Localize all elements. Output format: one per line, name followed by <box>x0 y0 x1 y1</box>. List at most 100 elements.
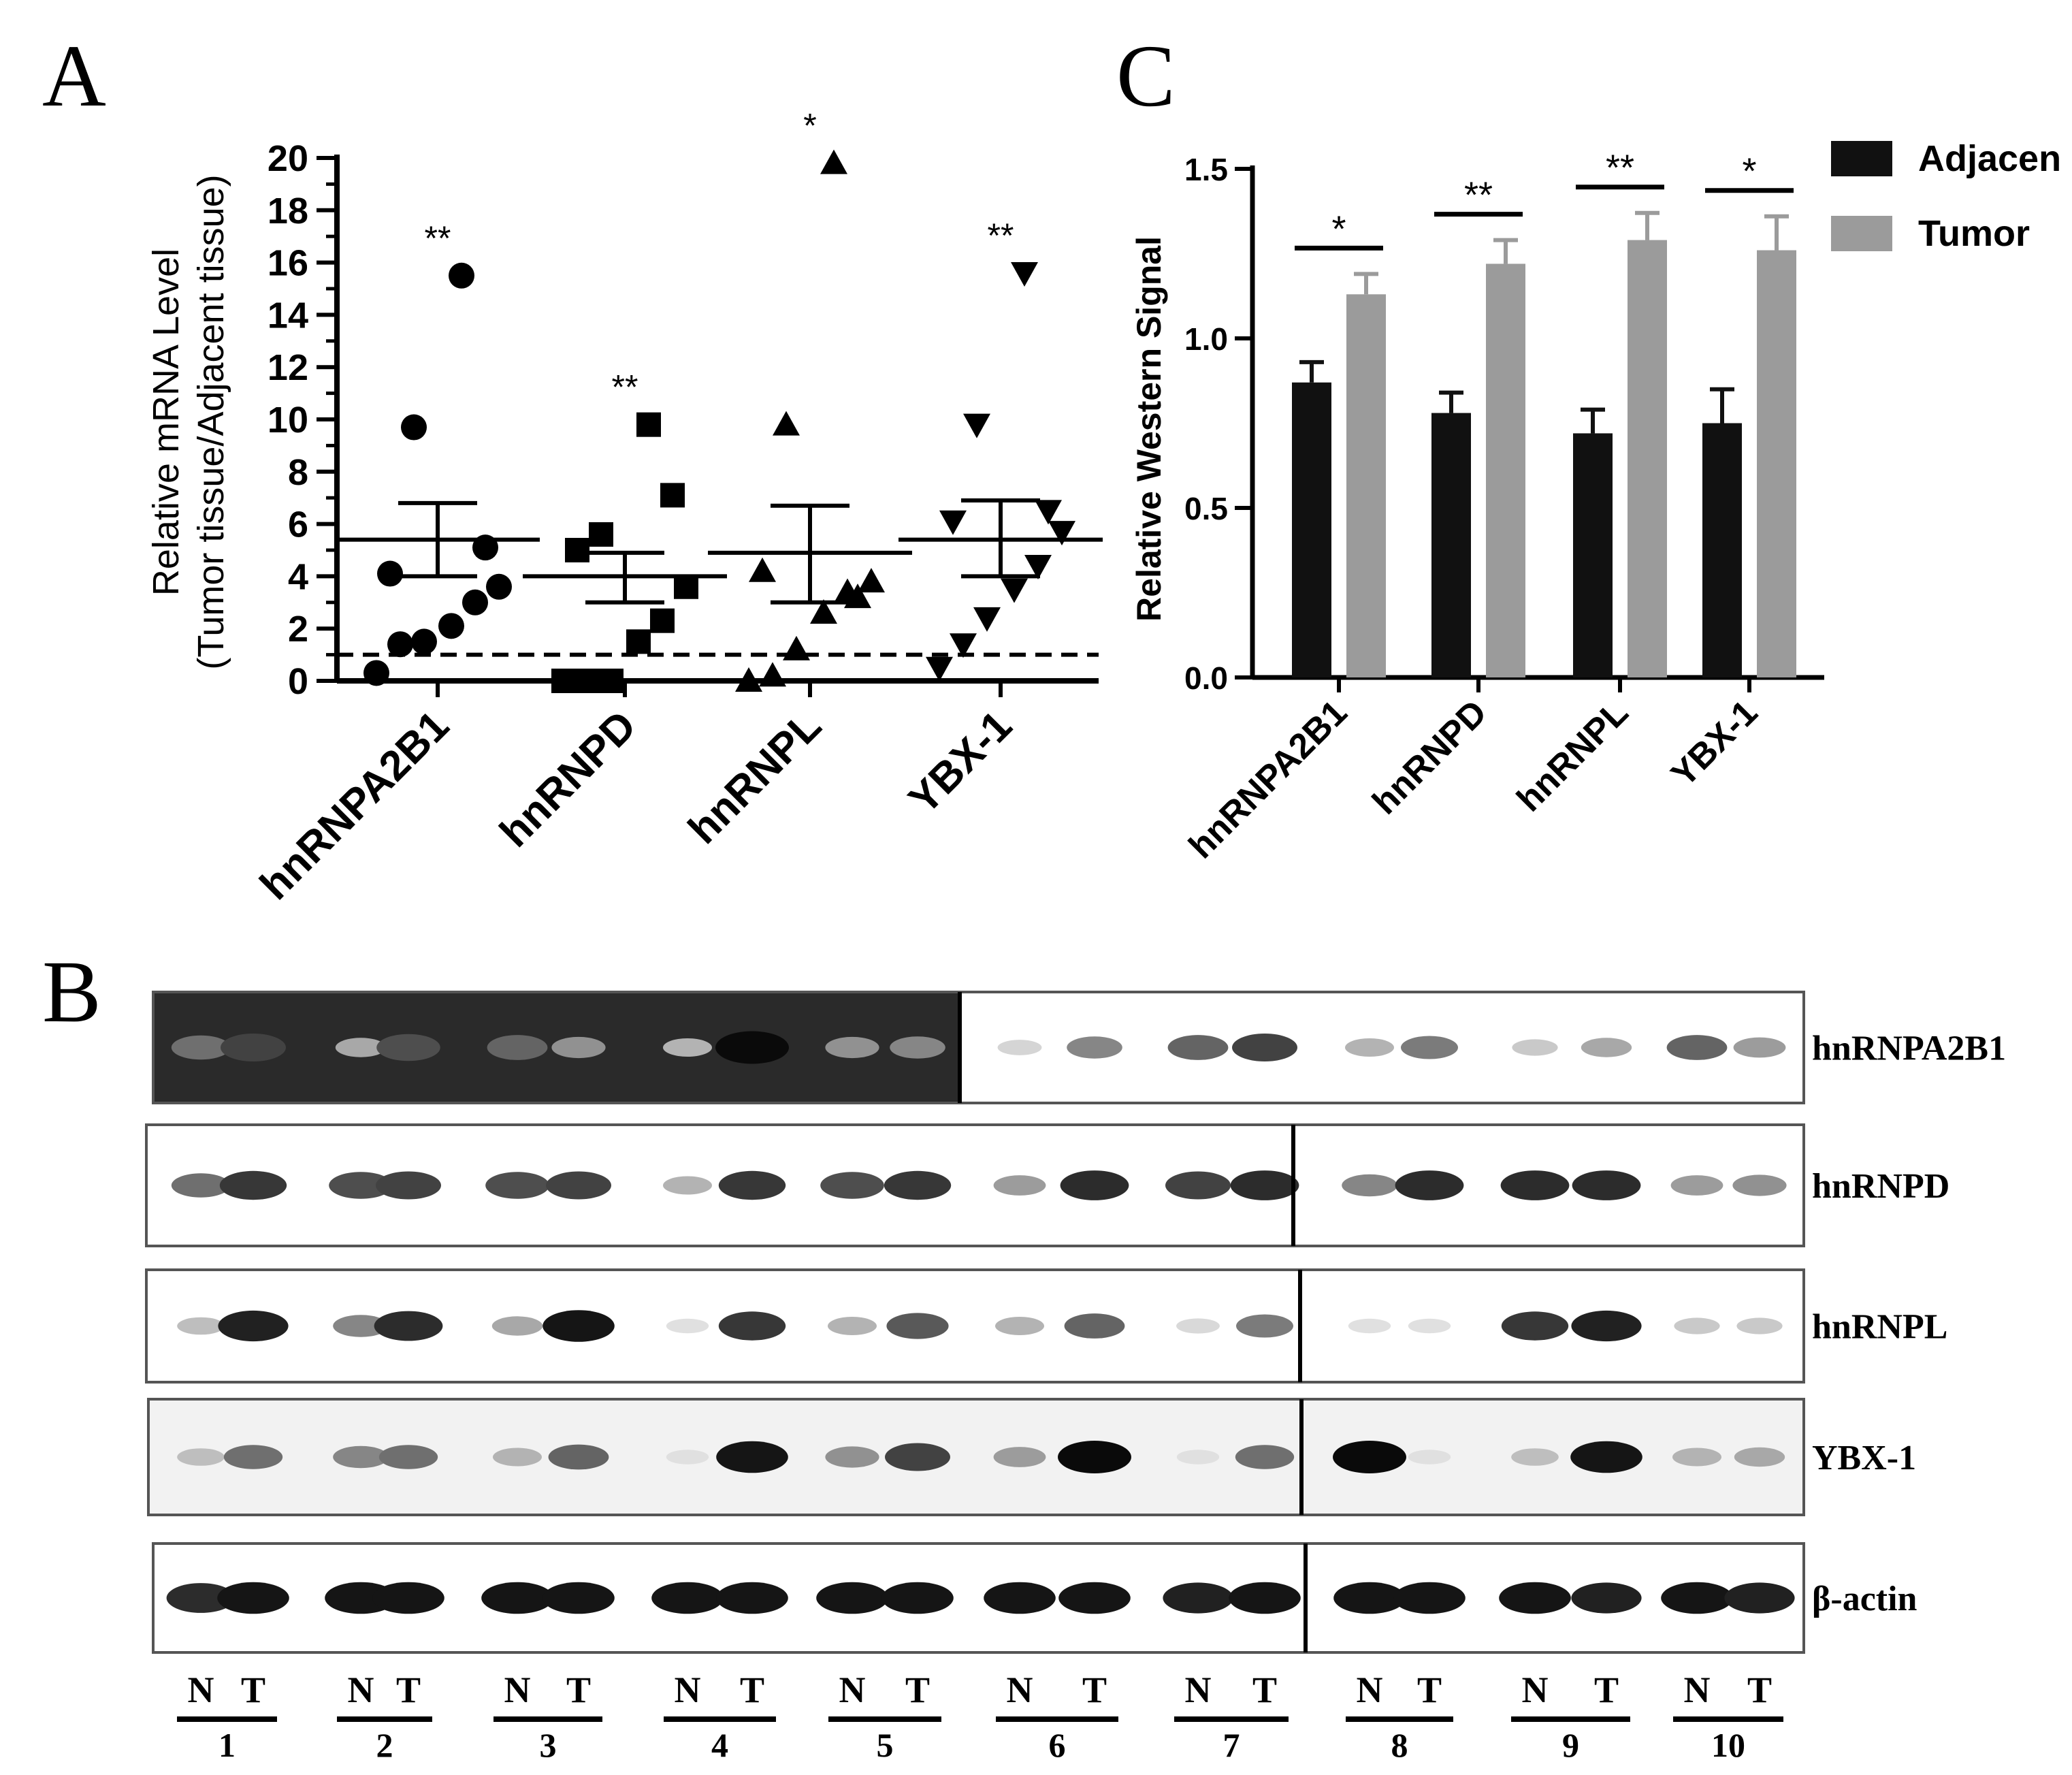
b-band <box>984 1582 1056 1614</box>
b-band <box>221 1034 286 1061</box>
b-band <box>1163 1582 1233 1614</box>
c-bar-adjacent <box>1431 413 1471 677</box>
a-point-circle <box>387 631 413 658</box>
a-y-tick-label: 0 <box>288 661 308 702</box>
c-significance: * <box>1742 151 1756 192</box>
a-y-tick-label: 4 <box>288 556 308 597</box>
b-lane-label: N <box>348 1669 374 1710</box>
b-band <box>1408 1318 1451 1334</box>
a-y-tick-label: 8 <box>288 452 308 493</box>
b-lane-label: N <box>1522 1669 1549 1710</box>
a-point-triangle-down <box>973 607 1001 632</box>
b-lane-label: N <box>675 1669 701 1710</box>
a-point-square <box>626 629 651 654</box>
b-band <box>715 1031 789 1064</box>
c-significance: * <box>1331 208 1346 249</box>
b-band <box>666 1450 709 1465</box>
b-protein-label: hnRNPA2B1 <box>1812 1029 2006 1068</box>
a-significance: ** <box>988 217 1014 255</box>
c-y-tick-label: 0.0 <box>1184 660 1228 696</box>
a-point-triangle-down <box>1024 555 1052 580</box>
a-point-square <box>589 522 613 547</box>
a-point-square <box>674 574 698 599</box>
b-sample-label: 1 <box>218 1726 236 1764</box>
b-band <box>1401 1036 1458 1059</box>
b-band <box>885 1443 950 1471</box>
a-y-tick-label: 18 <box>268 191 308 231</box>
b-band <box>493 1448 542 1467</box>
b-band <box>1501 1311 1569 1341</box>
c-x-tick-label: hnRNPD <box>1365 692 1494 822</box>
b-lane-label: T <box>1747 1669 1772 1710</box>
b-band <box>1236 1314 1293 1338</box>
b-band <box>551 1036 606 1059</box>
a-point-circle <box>411 628 437 655</box>
b-band <box>1661 1582 1733 1614</box>
a-y-tick-label: 2 <box>288 609 308 650</box>
c-legend-swatch <box>1831 141 1892 176</box>
b-sample-label: 2 <box>376 1726 393 1764</box>
a-y-tick-label: 20 <box>268 138 308 179</box>
a-significance: * <box>803 107 816 145</box>
b-band <box>825 1446 879 1468</box>
b-lane-label: T <box>566 1669 591 1710</box>
a-point-circle <box>486 573 512 600</box>
b-lane-label: N <box>1357 1669 1383 1710</box>
b-band <box>1393 1582 1466 1614</box>
c-y-tick-label: 0.5 <box>1184 491 1228 526</box>
a-point-square <box>599 669 624 693</box>
b-band <box>1176 1450 1220 1465</box>
b-lane-label: T <box>396 1669 421 1710</box>
b-band <box>217 1582 289 1614</box>
b-band <box>372 1582 444 1614</box>
b-band <box>1734 1447 1785 1467</box>
b-protein-label: hnRNPD <box>1812 1167 1949 1206</box>
b-band <box>1229 1582 1301 1614</box>
b-band <box>828 1317 877 1335</box>
b-band <box>1067 1036 1122 1059</box>
b-band <box>166 1583 236 1613</box>
a-y-tick-label: 6 <box>288 505 308 545</box>
b-band <box>1342 1174 1397 1197</box>
b-band <box>171 1173 231 1198</box>
b-band <box>487 1035 548 1060</box>
b-band <box>997 1040 1042 1055</box>
b-band <box>993 1447 1046 1467</box>
panel-a-ylabel-line2: (Tumor tissue/Adjacent tissue) <box>191 174 231 669</box>
b-band <box>1570 1441 1642 1473</box>
b-band <box>171 1035 231 1060</box>
b-band <box>335 1038 387 1057</box>
a-y-tick-label: 14 <box>268 295 308 336</box>
a-x-tick-label: YBX-1 <box>900 702 1021 823</box>
b-band <box>1511 1448 1559 1466</box>
b-lane-label: N <box>188 1669 214 1710</box>
b-band <box>485 1172 549 1199</box>
b-sample-label: 6 <box>1049 1726 1066 1764</box>
c-significance: ** <box>1464 175 1493 216</box>
a-point-triangle-up <box>844 583 871 609</box>
b-band <box>716 1582 788 1614</box>
b-band <box>1058 1582 1131 1614</box>
b-band <box>825 1036 879 1059</box>
a-point-triangle-up <box>759 662 786 687</box>
b-band <box>481 1582 553 1614</box>
b-band <box>1235 1445 1295 1469</box>
a-y-tick-label: 16 <box>268 243 308 284</box>
a-point-circle <box>449 262 474 289</box>
panel-a-ylabel-line1: Relative mRNA Level <box>146 249 187 596</box>
b-band <box>543 1582 615 1614</box>
b-band <box>218 1310 289 1342</box>
b-band <box>376 1171 441 1200</box>
c-x-tick-label: hnRNPA2B1 <box>1182 692 1355 866</box>
b-sample-label: 10 <box>1711 1726 1745 1764</box>
b-band <box>177 1448 225 1466</box>
b-band <box>886 1313 949 1339</box>
b-band <box>1732 1174 1787 1196</box>
b-band <box>718 1170 786 1200</box>
b-lane-label: T <box>241 1669 265 1710</box>
b-band <box>378 1445 438 1469</box>
b-band <box>1165 1171 1231 1200</box>
a-point-circle <box>377 560 403 587</box>
b-band <box>374 1311 443 1341</box>
